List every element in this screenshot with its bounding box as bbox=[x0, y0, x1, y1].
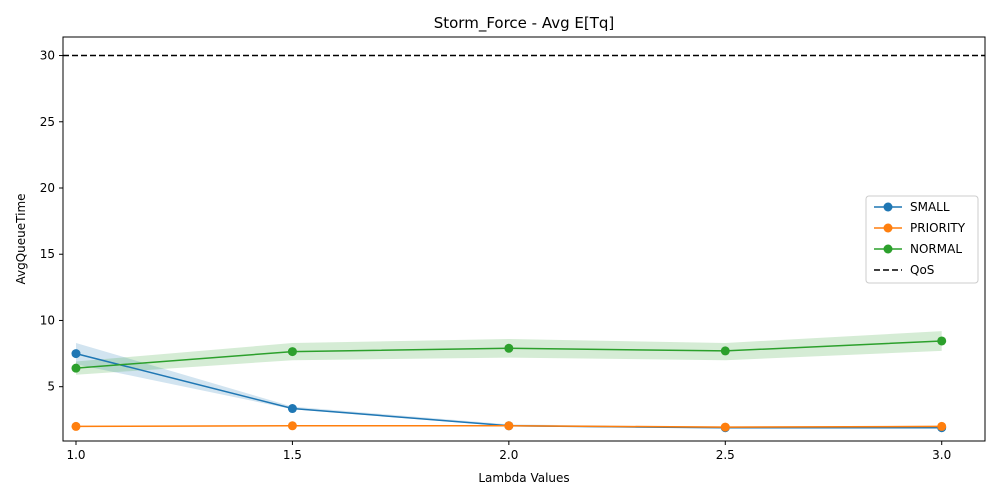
legend-item-normal: NORMAL bbox=[874, 242, 962, 256]
x-tick-label: 1.5 bbox=[283, 448, 302, 462]
normal-confidence-band bbox=[76, 331, 942, 375]
priority-point bbox=[937, 421, 947, 431]
y-tick-label: 5 bbox=[47, 380, 55, 394]
plot-frame bbox=[62, 36, 986, 442]
y-tick-label: 20 bbox=[40, 181, 55, 195]
legend: SMALL PRIORITY NORMAL QoS bbox=[865, 195, 979, 284]
small-point bbox=[287, 404, 297, 414]
axes: 1.0 1.5 2.0 2.5 3.0 5 10 15 20 25 30 bbox=[40, 49, 952, 462]
legend-item-qos: QoS bbox=[874, 263, 934, 277]
y-tick-label: 25 bbox=[40, 115, 55, 129]
y-tick-label: 15 bbox=[40, 247, 55, 261]
normal-point bbox=[504, 343, 514, 353]
chart-title: Storm_Force - Avg E[Tq] bbox=[434, 14, 615, 33]
plot-area bbox=[63, 54, 985, 433]
y-tick-label: 30 bbox=[40, 49, 55, 63]
priority-point bbox=[71, 421, 81, 431]
legend-marker bbox=[883, 202, 893, 212]
legend-box bbox=[865, 195, 979, 284]
legend-marker bbox=[883, 223, 893, 233]
legend-label: PRIORITY bbox=[910, 221, 966, 235]
x-tick-label: 3.0 bbox=[932, 448, 951, 462]
legend-marker bbox=[883, 244, 893, 254]
y-axis-title: AvgQueueTime bbox=[14, 193, 28, 284]
x-axis-title: Lambda Values bbox=[478, 471, 569, 485]
legend-label: NORMAL bbox=[910, 242, 962, 256]
x-tick-label: 2.0 bbox=[499, 448, 518, 462]
priority-point bbox=[720, 422, 730, 432]
x-tick-label: 2.5 bbox=[716, 448, 735, 462]
y-tick-label: 10 bbox=[40, 313, 55, 327]
normal-point bbox=[71, 363, 81, 373]
priority-point bbox=[504, 421, 514, 431]
legend-label: SMALL bbox=[910, 200, 950, 214]
x-tick-label: 1.0 bbox=[66, 448, 85, 462]
legend-item-priority: PRIORITY bbox=[874, 221, 966, 235]
normal-point bbox=[287, 347, 297, 357]
normal-point bbox=[720, 346, 730, 356]
normal-point bbox=[937, 336, 947, 346]
priority-point bbox=[287, 421, 297, 431]
small-point bbox=[71, 349, 81, 359]
legend-item-small: SMALL bbox=[874, 200, 950, 214]
legend-label: QoS bbox=[910, 263, 934, 277]
